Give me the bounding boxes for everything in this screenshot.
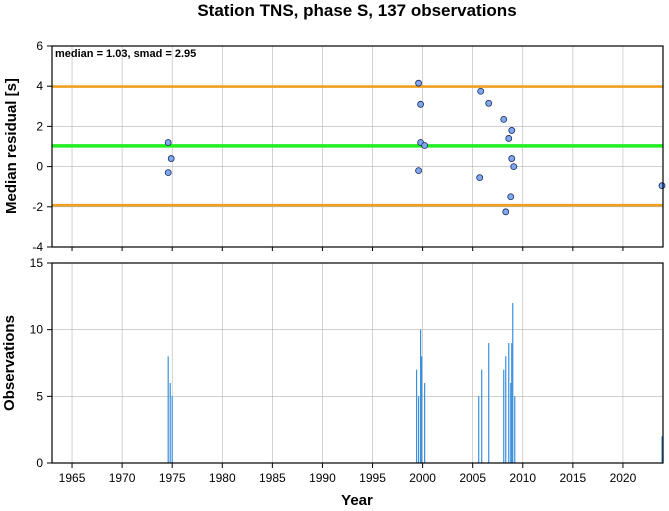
chart-title: Station TNS, phase S, 137 observations — [197, 1, 516, 20]
residual-point — [508, 127, 516, 134]
observations-y-tick-label: 0 — [36, 456, 43, 470]
x-tick-label: 1965 — [59, 471, 86, 485]
x-tick-label: 1975 — [159, 471, 186, 485]
residual-y-tick-label: 6 — [36, 39, 43, 53]
x-tick-label: 2000 — [409, 471, 436, 485]
x-tick-label: 2005 — [459, 471, 486, 485]
observations-panel-frame — [51, 262, 664, 464]
residual-y-tick-label: 2 — [36, 119, 43, 133]
x-tick-label: 1970 — [109, 471, 136, 485]
observations-y-tick-label: 15 — [30, 256, 44, 270]
residual-point — [658, 182, 666, 190]
residual-panel: -4 -2 0 2 4 6 — [32, 39, 666, 254]
residual-point — [417, 100, 425, 108]
residual-y-tick-label: -2 — [32, 200, 43, 214]
residual-panel-frame — [51, 45, 664, 248]
residual-point — [477, 87, 485, 95]
x-tick-label: 1985 — [259, 471, 286, 485]
observations-y-tick-label: 10 — [30, 323, 44, 337]
observations-y-tick-label: 5 — [36, 389, 43, 403]
residual-point — [476, 174, 484, 182]
residual-point — [510, 163, 518, 171]
residual-y-axis-label: Median residual [s] — [3, 78, 20, 214]
residual-point — [508, 155, 516, 162]
residual-point — [415, 167, 423, 175]
median-smad-annotation: median = 1.03, smad = 2.95 — [55, 48, 196, 60]
residual-point — [507, 193, 515, 201]
residual-y-tick-label: 4 — [36, 79, 43, 93]
x-tick-label: 2015 — [560, 471, 587, 485]
residual-point — [505, 135, 513, 142]
x-axis-label: Year — [341, 492, 373, 509]
observations-y-axis-label: Observations — [1, 315, 18, 411]
x-tick-label: 1990 — [309, 471, 336, 485]
residual-point — [167, 155, 175, 162]
residual-point — [164, 169, 172, 177]
residual-y-tick-label: 0 — [36, 160, 43, 174]
residual-point — [415, 79, 423, 87]
x-tick-label: 1980 — [209, 471, 236, 485]
x-tick-label: 2010 — [509, 471, 536, 485]
residual-point — [485, 99, 493, 107]
x-tick-label: 2020 — [610, 471, 637, 485]
x-tick-label: 1995 — [359, 471, 386, 485]
residual-point — [421, 142, 429, 149]
residual-point — [164, 139, 172, 146]
residual-y-tick-label: -4 — [32, 240, 43, 254]
residual-point — [500, 115, 508, 123]
residual-point — [502, 208, 510, 216]
observations-panel: 1965 1970 1975 1980 1985 1990 1995 2000 2005 2010… — [30, 256, 664, 485]
